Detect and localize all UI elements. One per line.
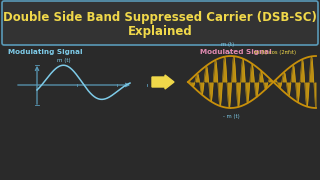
Text: m (t) cos (2πf₀t): m (t) cos (2πf₀t) [254, 50, 296, 55]
Text: Modulating Signal: Modulating Signal [8, 49, 83, 55]
FancyBboxPatch shape [2, 1, 318, 45]
Text: m (t): m (t) [221, 42, 234, 53]
FancyArrow shape [152, 75, 174, 89]
Text: - m (t): - m (t) [223, 108, 239, 119]
Text: m (t): m (t) [57, 58, 71, 63]
Text: Modulated Signal: Modulated Signal [200, 49, 272, 55]
Text: Explained: Explained [128, 26, 192, 39]
Text: Double Side Band Suppressed Carrier (DSB-SC): Double Side Band Suppressed Carrier (DSB… [3, 12, 317, 24]
